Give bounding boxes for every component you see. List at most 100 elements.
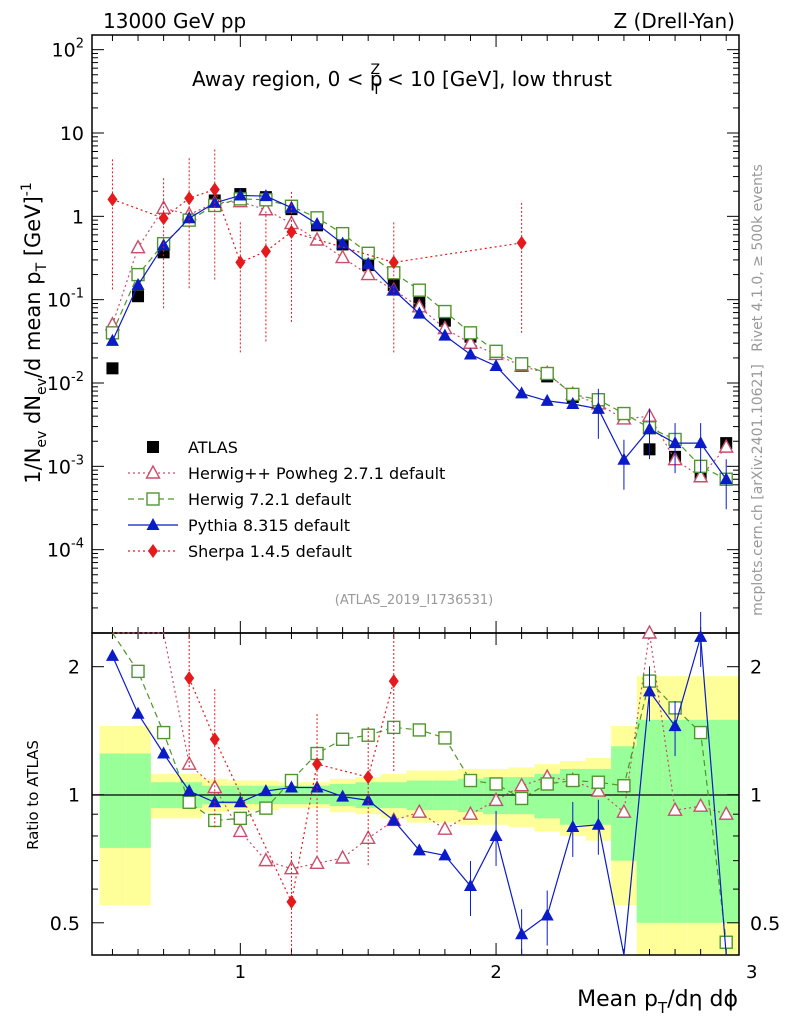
herwig-7-2-1-default-ratio-point bbox=[233, 811, 248, 826]
pythia-8-315-default-point bbox=[259, 189, 273, 202]
pythia-8-315-default-ratio-point bbox=[208, 795, 222, 808]
pythia-8-315-default-line bbox=[111, 194, 727, 480]
plot-title: Away region, 0 < pZ T < 10 [GeV], low thr… bbox=[192, 62, 612, 98]
pythia-8-315-default-point bbox=[233, 188, 247, 201]
herwig-7-2-1-default-point bbox=[514, 357, 529, 371]
herwig-7-2-1-default-ratio-point bbox=[259, 801, 273, 815]
pythia-8-315-default-ratio-point bbox=[642, 684, 656, 697]
sherpa-1-4-5-default-point bbox=[286, 224, 297, 239]
legend-label-herwig-powheg-2-7-1-default: Herwig++ Powheg 2.7.1 default bbox=[188, 464, 445, 483]
pythia-8-315-default-point bbox=[105, 333, 119, 346]
sherpa-1-4-5-default-point bbox=[516, 235, 527, 250]
sherpa-1-4-5-default-point bbox=[184, 191, 195, 206]
herwig-7-2-1-default-point bbox=[438, 304, 452, 319]
pythia-8-315-default-point bbox=[131, 277, 145, 290]
herwig-7-2-1-default-point bbox=[463, 326, 478, 340]
legend-label-herwig-7-2-1-default: Herwig 7.2.1 default bbox=[188, 490, 351, 509]
pythia-8-315-default-ratio-point bbox=[259, 784, 273, 797]
herwig-powheg-2-7-1-default-point bbox=[360, 266, 376, 281]
pythia-8-315-default-point bbox=[387, 283, 401, 296]
mcplots-source-label: mcplots.cern.ch [arXiv:2401.10621] bbox=[750, 364, 766, 616]
herwig-7-2-1-default-point bbox=[489, 344, 503, 359]
y-axis-label: 1/Nev dNev/d mean pT [GeV]-1 bbox=[19, 182, 50, 483]
ratio-y-tick-label-right: 0.5 bbox=[750, 913, 780, 935]
sherpa-1-4-5-default-point bbox=[235, 255, 246, 270]
x-axis-label: Mean pT/dη dϕ bbox=[577, 987, 738, 1017]
ratio-y-tick-label: 1 bbox=[68, 785, 80, 807]
header-left: 13000 GeV pp bbox=[103, 9, 246, 33]
sherpa-1-4-5-default-point bbox=[260, 244, 271, 259]
sherpa-1-4-5-default-ratio-point bbox=[312, 757, 323, 772]
pythia-8-315-default-point bbox=[668, 436, 682, 449]
pythia-8-315-default-ratio-point bbox=[105, 648, 119, 661]
legend-label-pythia-8-315-default: Pythia 8.315 default bbox=[188, 516, 350, 535]
herwig-powheg-2-7-1-default-ratio-point bbox=[462, 805, 479, 820]
sherpa-1-4-5-default-ratio-point bbox=[363, 770, 374, 785]
herwig-powheg-2-7-1-default-ratio-point bbox=[718, 805, 734, 820]
pythia-8-315-default-ratio-point bbox=[489, 828, 503, 841]
herwig-7-2-1-default-ratio-point bbox=[208, 813, 222, 828]
herwig-7-2-1-default-ratio-point bbox=[514, 791, 529, 806]
herwig-7-2-1-default-point bbox=[412, 283, 427, 297]
pythia-8-315-default-ratio-point bbox=[387, 813, 401, 826]
herwig-7-2-1-default-ratio-point bbox=[387, 720, 401, 735]
ratio-y-tick-label: 2 bbox=[68, 657, 80, 679]
sherpa-1-4-5-default-ratio-point bbox=[184, 671, 195, 686]
herwig-powheg-2-7-1-default-ratio-point bbox=[232, 822, 248, 838]
sherpa-1-4-5-default-ratio-line bbox=[188, 677, 395, 904]
herwig-7-2-1-default-ratio-point bbox=[438, 731, 452, 745]
legend-label-atlas: ATLAS bbox=[188, 438, 238, 457]
pythia-8-315-default-ratio-point bbox=[157, 746, 171, 759]
pythia-8-315-default-point bbox=[157, 238, 171, 251]
main-plot-area: 10-4 10-3 10-2 10-1 1 10 102 bbox=[47, 34, 740, 634]
band-green bbox=[713, 719, 739, 923]
pythia-8-315-default-point bbox=[591, 401, 605, 414]
herwig-powheg-2-7-1-default-ratio-point bbox=[590, 782, 607, 797]
herwig-powheg-2-7-1-default-ratio-point bbox=[258, 852, 274, 867]
legend-marker-atlas bbox=[147, 441, 159, 453]
herwig-powheg-2-7-1-default-line bbox=[111, 201, 727, 478]
pythia-8-315-default-point bbox=[540, 393, 554, 406]
herwig-powheg-2-7-1-default-point bbox=[130, 239, 146, 254]
pythia-8-315-default-ratio-point bbox=[540, 908, 554, 921]
pythia-8-315-default-point bbox=[438, 328, 452, 341]
herwig-powheg-2-7-1-default-point bbox=[258, 201, 274, 216]
band-green bbox=[99, 753, 126, 848]
sherpa-1-4-5-default-point bbox=[388, 255, 399, 270]
herwig-powheg-2-7-1-default-ratio-point bbox=[309, 854, 325, 869]
herwig-powheg-2-7-1-default-ratio-point bbox=[667, 801, 683, 816]
legend-marker-herwig-powheg-2-7-1-default bbox=[145, 464, 161, 479]
legend-label-sherpa-1-4-5-default: Sherpa 1.4.5 default bbox=[188, 542, 352, 561]
herwig-7-2-1-default-point bbox=[540, 366, 554, 381]
pythia-8-315-default-point bbox=[463, 347, 477, 360]
header-right: Z (Drell-Yan) bbox=[613, 9, 735, 33]
sherpa-1-4-5-default-point bbox=[209, 182, 220, 197]
pythia-8-315-default-ratio-point bbox=[694, 629, 708, 642]
y-tick-label: 10 bbox=[60, 123, 84, 145]
pythia-8-315-default-point bbox=[617, 452, 631, 465]
pythia-8-315-default-point bbox=[310, 216, 324, 229]
herwig-7-2-1-default-ratio-point bbox=[540, 777, 554, 791]
y-tick-label: 10-2 bbox=[47, 370, 84, 395]
rivet-version-label: Rivet 4.1.0, ≥ 500k events bbox=[750, 164, 766, 352]
pythia-8-315-default-ratio-point bbox=[182, 784, 196, 797]
legend-marker-pythia-8-315-default bbox=[146, 518, 160, 530]
herwig-7-2-1-default-ratio-point bbox=[412, 723, 427, 737]
pythia-8-315-default-point bbox=[642, 422, 656, 435]
pythia-8-315-default-point bbox=[412, 306, 426, 319]
pythia-8-315-default-ratio-point bbox=[412, 843, 426, 856]
ratio-frame bbox=[91, 632, 740, 956]
herwig-7-2-1-default-point bbox=[617, 406, 631, 421]
pythia-8-315-default-ratio-point bbox=[438, 848, 452, 861]
herwig-powheg-2-7-1-default-ratio-point bbox=[513, 777, 530, 792]
pythia-8-315-default-point bbox=[284, 200, 298, 213]
herwig-7-2-1-default-ratio-point bbox=[182, 795, 196, 809]
herwig-7-2-1-default-ratio-point bbox=[617, 779, 631, 793]
x-tick-label: 2 bbox=[490, 962, 501, 983]
analysis-id: (ATLAS_2019_I1736531) bbox=[335, 593, 493, 608]
ratio-y-tick-label-right: 2 bbox=[750, 657, 762, 679]
atlas-point bbox=[106, 362, 119, 375]
pythia-8-315-default-ratio-point bbox=[233, 795, 247, 808]
band-green bbox=[611, 746, 637, 861]
